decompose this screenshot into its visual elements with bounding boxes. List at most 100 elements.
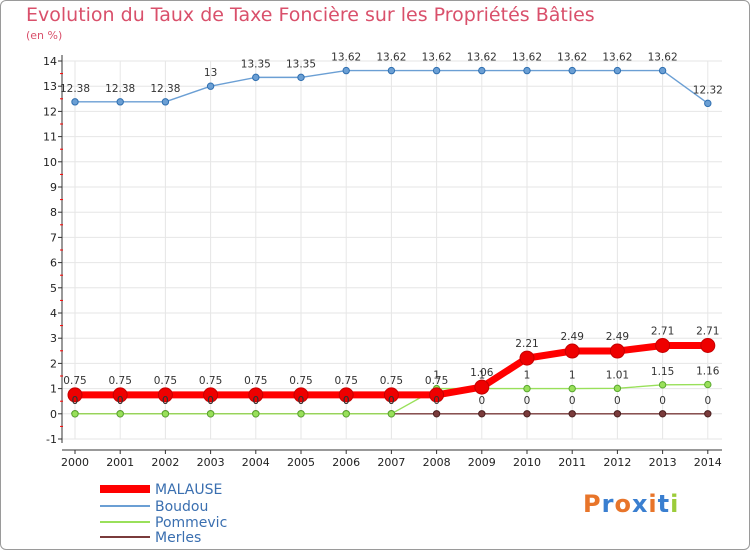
data-point-boudou [523, 66, 531, 75]
value-labels: 0 0 0 0 0 0 0 0 0 0 0 0 0 0 00 0 0 0 0 0 0 01 1 1 1 1.01 1.15 1.161… [60, 52, 723, 407]
value-label-pommevic: 0 [117, 395, 124, 407]
data-point-merles [523, 410, 531, 418]
value-label-merles: 0 [343, 395, 350, 407]
x-tick-label: 2003 [197, 456, 225, 469]
value-label-merles: 0 [704, 395, 711, 407]
x-tick-label: 2007 [377, 456, 405, 469]
data-point-pommevic [568, 384, 576, 393]
data-point-merles [704, 410, 712, 418]
y-tick-label: 9 [50, 181, 57, 194]
value-label-merles: 0 [72, 395, 79, 407]
y-tick-label: 5 [50, 282, 57, 295]
data-point-malause [700, 338, 716, 354]
data-point-malause [609, 343, 625, 359]
data-point-pommevic [116, 410, 124, 418]
data-point-merles [568, 410, 576, 418]
value-label-pommevic: 0 [72, 395, 79, 407]
value-label-malause: 0.75 [154, 375, 177, 387]
value-label-malause: 0.75 [425, 375, 448, 387]
value-label-pommevic: 1 [478, 370, 485, 382]
y-tick-label: 13 [43, 80, 57, 93]
value-label-boudou: 12.38 [150, 83, 180, 95]
x-tick-label: 2010 [513, 456, 541, 469]
x-tick-label: 2006 [332, 456, 360, 469]
data-point-malause [338, 387, 354, 403]
value-label-malause: 1.06 [470, 367, 494, 379]
data-point-boudou [161, 98, 170, 106]
value-label-merles: 0 [252, 395, 259, 407]
data-point-boudou [432, 66, 441, 75]
value-label-boudou: 13.62 [467, 52, 497, 64]
x-tick-label: 2008 [423, 456, 451, 469]
value-label-merles: 0 [388, 395, 395, 407]
value-label-pommevic: 0 [207, 395, 214, 407]
y-tick-label: 6 [50, 257, 57, 270]
y-tick-label: 12 [43, 105, 57, 118]
data-point-boudou [342, 66, 350, 75]
x-tick-label: 2012 [603, 456, 631, 469]
legend-label-boudou: Boudou [155, 499, 208, 515]
value-label-boudou: 13.62 [331, 52, 361, 64]
value-label-malause: 2.49 [561, 331, 584, 343]
data-point-malause [383, 387, 399, 403]
chart-title: Evolution du Taux de Taxe Foncière sur l… [26, 4, 595, 26]
value-label-malause: 0.75 [244, 375, 267, 387]
data-point-malause [429, 387, 445, 403]
data-point-malause [293, 387, 309, 403]
data-point-malause [655, 338, 671, 354]
value-label-boudou: 13.35 [286, 58, 316, 70]
y-tick-label: 14 [43, 55, 57, 68]
value-label-pommevic: 0 [252, 395, 259, 407]
value-label-merles: 0 [524, 395, 531, 407]
data-point-malause [248, 387, 264, 403]
y-tick-label: 1 [50, 383, 57, 396]
x-tick-label: 2005 [287, 456, 315, 469]
data-point-malause [203, 387, 219, 403]
value-label-malause: 0.75 [199, 375, 222, 387]
value-label-malause: 0.75 [289, 375, 312, 387]
value-label-malause: 2.71 [696, 326, 719, 338]
data-point-merles [658, 410, 667, 418]
x-tick-label: 2000 [61, 456, 89, 469]
x-tick-label: 2004 [242, 456, 270, 469]
y-tick-label: 11 [43, 131, 57, 144]
value-label-boudou: 13 [204, 67, 217, 79]
value-label-boudou: 13.62 [602, 52, 632, 64]
data-point-malause [474, 379, 490, 395]
value-label-pommevic: 1 [569, 370, 576, 382]
data-point-pommevic [297, 410, 305, 418]
data-point-malause [67, 387, 83, 403]
x-tick-label: 2011 [558, 456, 586, 469]
data-point-merles [613, 410, 622, 418]
value-label-pommevic: 1.15 [651, 366, 674, 378]
y-tick-label: -1 [46, 433, 57, 446]
value-label-merles: 0 [569, 395, 576, 407]
value-label-boudou: 13.62 [376, 52, 406, 64]
value-label-pommevic: 1.16 [696, 366, 720, 378]
value-label-boudou: 12.38 [105, 83, 135, 95]
value-label-merles: 0 [433, 395, 440, 407]
value-label-pommevic: 0 [388, 395, 395, 407]
value-label-boudou: 12.32 [693, 84, 723, 96]
data-point-boudou [704, 99, 712, 108]
y-tick-label: 2 [50, 357, 57, 370]
y-tick-label: 3 [50, 332, 57, 345]
value-label-merles: 0 [298, 395, 305, 407]
data-point-malause [157, 387, 173, 403]
value-label-malause: 2.71 [651, 326, 674, 338]
data-point-boudou [252, 73, 260, 82]
data-point-boudou [568, 66, 576, 75]
data-point-pommevic [252, 410, 260, 418]
value-label-boudou: 13.62 [648, 52, 678, 64]
value-label-pommevic: 0 [298, 395, 305, 407]
legend-label-pommevic: Pommevic [155, 515, 227, 531]
data-point-malause [564, 343, 580, 359]
data-point-pommevic [613, 384, 622, 393]
value-label-merles: 0 [207, 395, 214, 407]
data-point-boudou [478, 66, 486, 75]
y-tick-label: 10 [43, 156, 57, 169]
data-point-boudou [387, 66, 396, 75]
